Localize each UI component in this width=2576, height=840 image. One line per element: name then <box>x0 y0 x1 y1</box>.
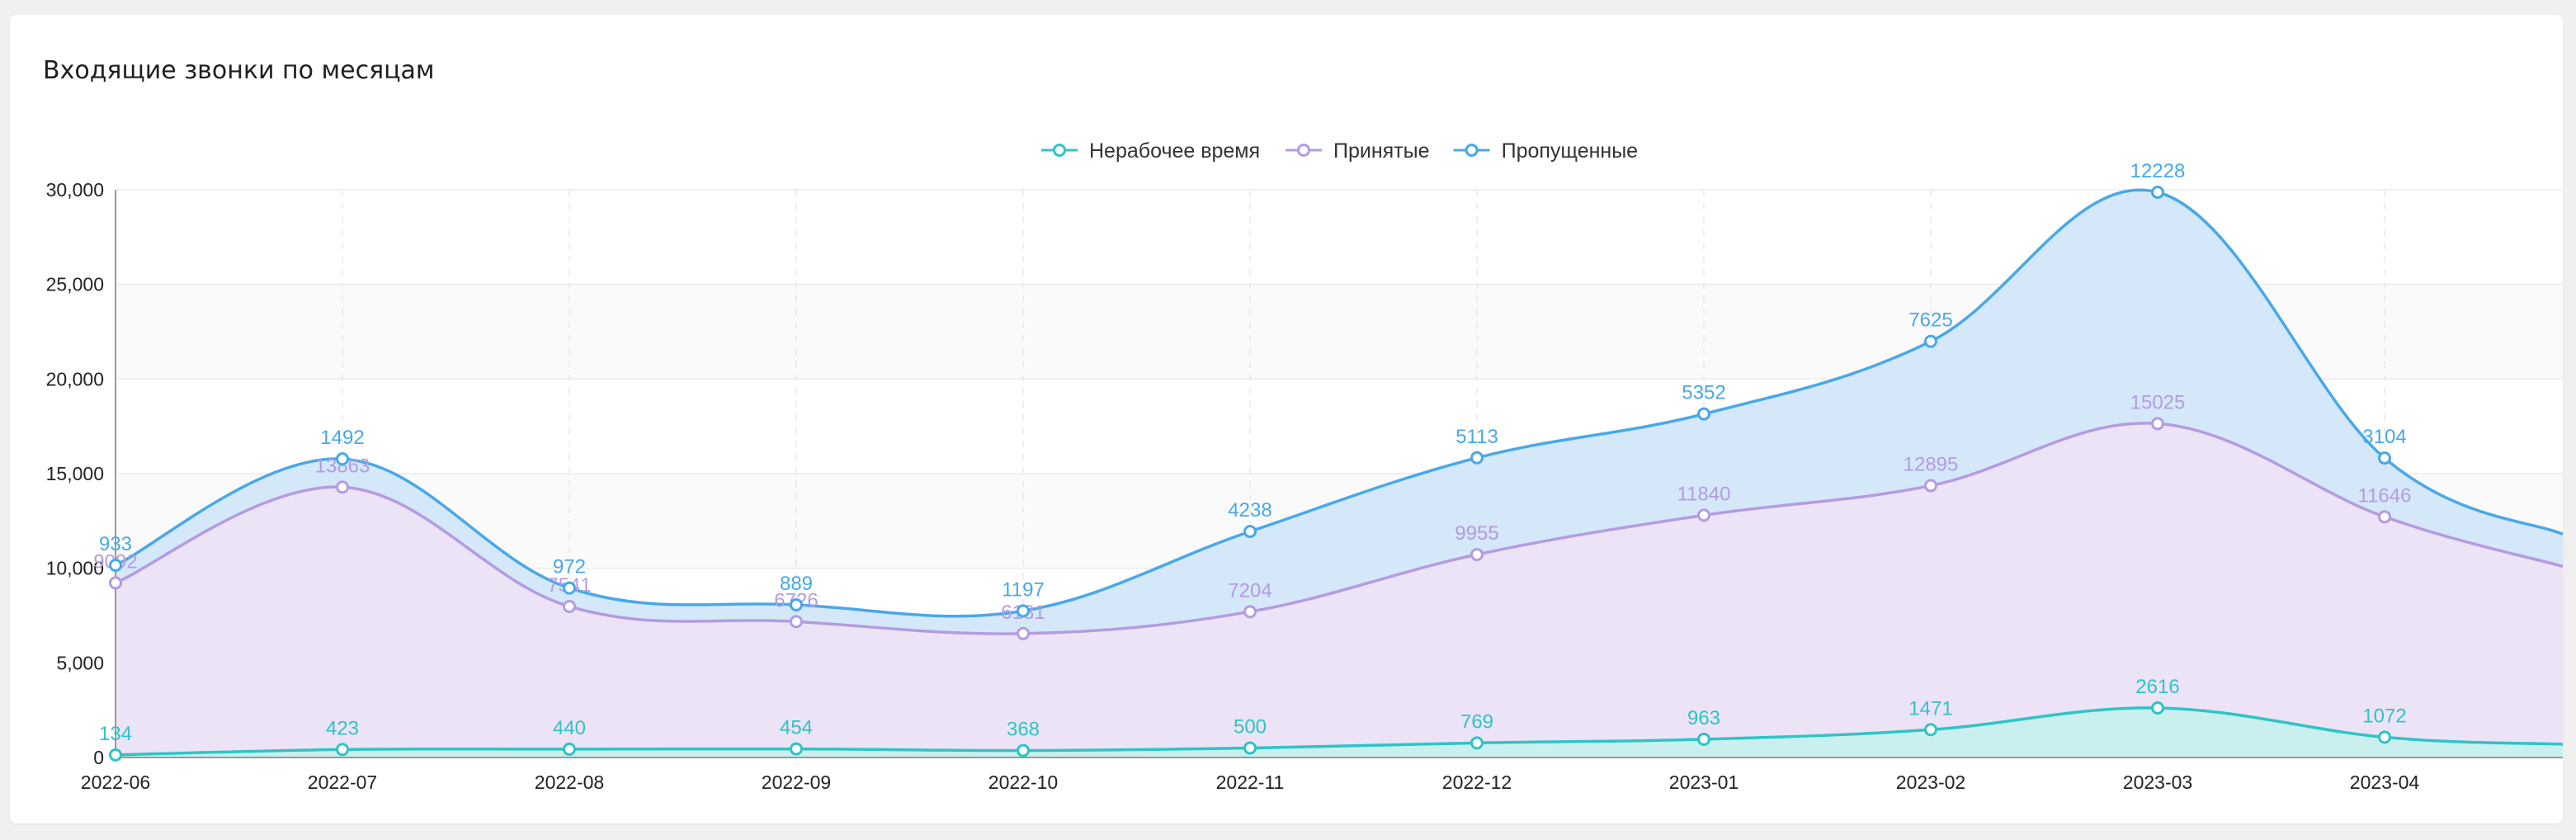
x-tick-label: 2022-06 <box>81 772 150 793</box>
data-point <box>790 597 803 611</box>
data-point <box>1243 525 1257 539</box>
data-point <box>336 743 349 757</box>
legend-item: Пропущенные <box>1453 139 1639 163</box>
data-label: 11646 <box>2358 484 2412 507</box>
data-label: 5352 <box>1682 382 1725 404</box>
data-label: 963 <box>1687 707 1720 729</box>
legend-item: Принятые <box>1286 139 1430 163</box>
y-tick-label: 20,000 <box>46 368 104 389</box>
data-label: 7625 <box>1908 309 1952 332</box>
data-point <box>1017 604 1030 618</box>
data-label: 2616 <box>2135 676 2179 698</box>
legend-label: Пропущенные <box>1502 139 1639 163</box>
line-accepted <box>115 422 2564 635</box>
chart-title: Входящие звонки по месяцам <box>43 56 435 85</box>
data-point <box>1697 407 1710 421</box>
x-tick-label: 2023-01 <box>1669 772 1739 793</box>
data-point <box>2151 701 2164 715</box>
data-point <box>1017 743 1030 757</box>
y-tick-label: 10,000 <box>46 558 104 579</box>
data-label: 1471 <box>1908 697 1952 720</box>
data-point <box>790 615 803 629</box>
data-point <box>563 581 576 595</box>
data-point <box>1470 736 1484 750</box>
y-tick-label: 5,000 <box>56 652 104 673</box>
data-point <box>2378 730 2391 744</box>
x-tick-label: 2022-07 <box>308 772 377 793</box>
area-nonwork <box>116 707 2563 757</box>
data-label: 7204 <box>1228 579 1271 602</box>
data-point <box>1697 732 1710 746</box>
x-tick-label: 2022-11 <box>1216 772 1285 793</box>
data-label: 134 <box>99 723 132 745</box>
data-label: 972 <box>553 556 586 578</box>
data-point <box>1924 479 1937 493</box>
data-point <box>2378 451 2391 465</box>
data-label: 5113 <box>1455 426 1498 448</box>
data-point <box>2378 510 2391 524</box>
data-label: 12895 <box>1904 454 1959 476</box>
data-point <box>109 748 122 762</box>
y-tick-label: 15,000 <box>46 463 104 484</box>
legend-marker <box>1297 144 1310 157</box>
x-tick-label: 2022-12 <box>1442 772 1512 793</box>
data-point <box>2151 417 2164 431</box>
data-label: 454 <box>780 717 813 739</box>
x-tick-label: 2023-03 <box>2123 772 2192 793</box>
data-label: 1197 <box>1002 578 1045 601</box>
data-point <box>1243 741 1257 755</box>
legend-item: Нерабочее время <box>1041 139 1260 163</box>
data-label: 440 <box>553 717 586 739</box>
data-label: 15025 <box>2130 391 2186 413</box>
data-point <box>1470 548 1484 562</box>
data-label: 4238 <box>1228 499 1271 521</box>
data-label: 1072 <box>2362 705 2406 727</box>
legend-label: Нерабочее время <box>1089 139 1260 163</box>
data-label: 423 <box>326 717 359 739</box>
data-point <box>1924 334 1937 348</box>
data-point <box>336 480 349 494</box>
data-label: 1492 <box>320 427 364 449</box>
x-tick-label: 2023-02 <box>1896 772 1965 793</box>
x-tick-label: 2022-10 <box>988 772 1058 793</box>
legend: Нерабочее время Принятые Пропущенные <box>1041 139 1638 163</box>
line-nonwork <box>115 706 2564 757</box>
y-tick-label: 25,000 <box>46 274 104 295</box>
data-label: 500 <box>1234 716 1267 739</box>
data-point <box>1470 451 1484 465</box>
data-point <box>109 559 122 573</box>
data-label: 3104 <box>2362 426 2406 448</box>
x-tick-label: 2023-04 <box>2350 772 2420 793</box>
data-label: 368 <box>1007 719 1040 741</box>
data-label: 12228 <box>2130 160 2186 182</box>
data-label: 11840 <box>1677 483 1731 505</box>
legend-marker <box>1465 144 1479 157</box>
data-point <box>790 742 803 756</box>
data-point <box>1924 723 1937 737</box>
y-tick-label: 30,000 <box>46 179 104 201</box>
data-point <box>563 742 576 756</box>
x-tick-label: 2022-08 <box>535 772 604 793</box>
data-point <box>563 599 576 613</box>
y-tick-label: 0 <box>93 747 104 768</box>
area-accepted <box>116 422 2563 757</box>
data-point <box>1017 626 1030 640</box>
data-label: 769 <box>1460 710 1493 733</box>
data-point <box>2151 186 2164 200</box>
legend-marker <box>1053 144 1066 157</box>
data-label: 9955 <box>1455 522 1498 545</box>
data-label: 933 <box>99 533 132 555</box>
x-tick-label: 2022-09 <box>762 772 831 793</box>
data-point <box>1697 508 1710 522</box>
legend-label: Принятые <box>1333 139 1430 163</box>
line-missed <box>115 188 2564 618</box>
data-point <box>109 576 122 590</box>
data-label: 889 <box>780 573 813 595</box>
data-point <box>1243 605 1257 619</box>
data-point <box>336 452 349 466</box>
